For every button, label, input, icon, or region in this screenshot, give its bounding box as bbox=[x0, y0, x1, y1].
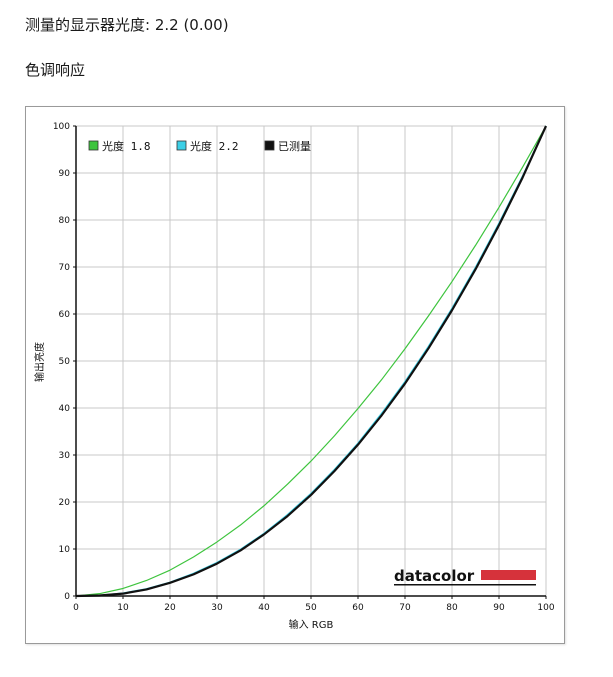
chart-canvas: 0 10 20 30 40 50 60 70 80 90 100 0 10 20 30 40 50 60 70 80 9… bbox=[33, 122, 555, 631]
datacolor-logo-underline bbox=[394, 584, 536, 586]
x-tick-label: 80 bbox=[446, 603, 458, 613]
axes bbox=[75, 126, 546, 597]
datacolor-logo-bar bbox=[481, 570, 536, 580]
x-axis-title: 输入 RGB bbox=[289, 618, 334, 631]
x-tick-label: 60 bbox=[352, 603, 364, 613]
y-tick-label: 80 bbox=[59, 216, 71, 226]
series-lines bbox=[75, 125, 548, 598]
grid bbox=[76, 125, 547, 596]
x-tick-label: 70 bbox=[399, 603, 411, 613]
datacolor-logo: datacolor bbox=[394, 567, 536, 586]
legend-label: 光度 2.2 bbox=[190, 139, 239, 153]
x-tick-label: 30 bbox=[211, 603, 223, 613]
y-tick-label: 90 bbox=[59, 169, 71, 179]
legend: 光度 1.8 光度 2.2 已测量 bbox=[88, 139, 311, 153]
x-tick-label: 0 bbox=[73, 603, 79, 613]
x-tick-label: 10 bbox=[117, 603, 129, 613]
y-tick-label: 50 bbox=[59, 357, 71, 367]
x-tick-label: 50 bbox=[305, 603, 317, 613]
y-tick-label: 60 bbox=[59, 310, 71, 320]
x-tick-label: 20 bbox=[164, 603, 176, 613]
y-tick-label: 30 bbox=[59, 451, 71, 461]
series-line-3 bbox=[75, 125, 548, 598]
legend-swatch bbox=[176, 140, 187, 151]
y-axis-title: 输出亮度 bbox=[33, 342, 46, 382]
y-tick-label: 20 bbox=[59, 498, 71, 508]
x-tick-label: 100 bbox=[537, 603, 554, 613]
tick-labels: 0 10 20 30 40 50 60 70 80 90 100 0 10 20 30 40 50 60 70 80 9… bbox=[53, 122, 555, 613]
x-tick-label: 90 bbox=[493, 603, 505, 613]
datacolor-logo-text: datacolor bbox=[394, 567, 475, 585]
legend-label: 已测量 bbox=[278, 140, 311, 153]
y-tick-label: 100 bbox=[53, 122, 70, 132]
tone-response-chart: 0 10 20 30 40 50 60 70 80 90 100 0 10 20 30 40 50 60 70 80 9… bbox=[25, 106, 565, 644]
y-tick-label: 70 bbox=[59, 263, 71, 273]
measured-gamma-text: 测量的显示器光度: 2.2 (0.00) bbox=[25, 16, 229, 34]
series-line-1 bbox=[75, 125, 547, 597]
legend-swatch bbox=[264, 140, 275, 151]
y-tick-label: 40 bbox=[59, 404, 71, 414]
legend-label: 光度 1.8 bbox=[102, 139, 151, 153]
legend-swatch bbox=[88, 140, 99, 151]
y-tick-label: 10 bbox=[59, 545, 71, 555]
y-tick-label: 0 bbox=[64, 592, 70, 602]
section-title: 色调响应 bbox=[25, 61, 86, 79]
x-tick-label: 40 bbox=[258, 603, 270, 613]
